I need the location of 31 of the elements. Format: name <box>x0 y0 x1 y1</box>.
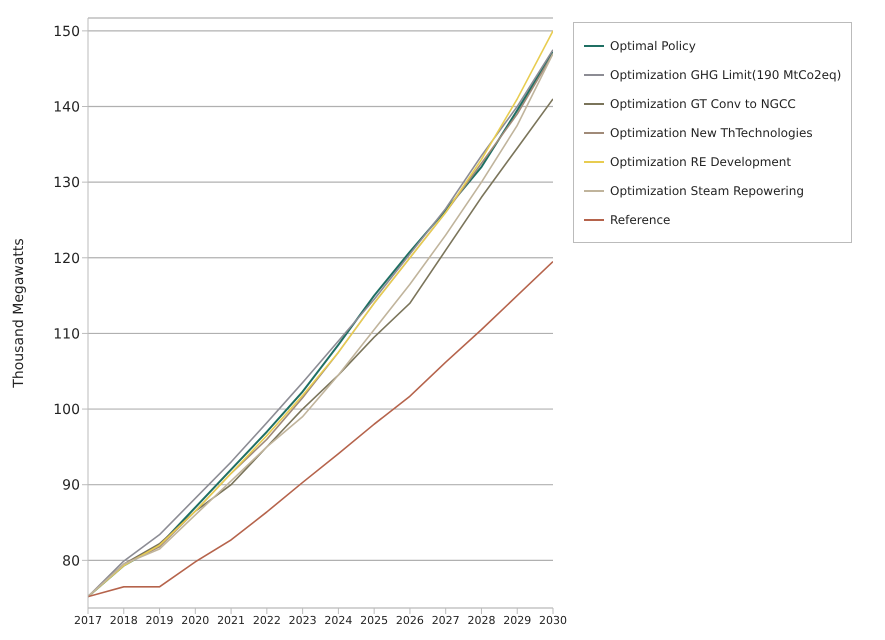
y-tick-label: 140 <box>53 99 80 116</box>
y-tick-label: 110 <box>53 326 80 342</box>
y-axis-title: Thousand Megawatts <box>10 238 27 389</box>
x-tick-label: 2026 <box>396 614 424 627</box>
y-tick-label: 100 <box>53 402 80 418</box>
legend-label: Optimization RE Development <box>610 154 792 168</box>
x-tick-label: 2024 <box>324 614 352 627</box>
x-tick-label: 2017 <box>74 614 102 627</box>
legend-label: Reference <box>610 212 670 226</box>
line-series <box>88 260 553 598</box>
x-tick-label: 2030 <box>539 614 567 627</box>
x-tick-label: 2021 <box>217 614 246 627</box>
legend-label: Optimization Steam Repowering <box>610 184 804 198</box>
y-tick-label: 150 <box>53 24 80 40</box>
x-tick-label: 2025 <box>360 614 388 627</box>
y-tick-label: 130 <box>53 175 80 192</box>
legend-label: Optimal Policy <box>610 38 696 52</box>
legend-label: Optimization GHG Limit(190 MtCo2eq) <box>610 68 842 82</box>
legend-label: Optimization New ThTechnologies <box>610 126 813 140</box>
y-tick-label: 120 <box>53 250 80 267</box>
x-tick-label: 2022 <box>252 614 281 627</box>
y-tick-label: 90 <box>62 478 80 494</box>
x-tick-label: 2027 <box>432 614 460 627</box>
x-tick-label: 2023 <box>288 614 317 627</box>
y-tick-label: 80 <box>62 553 80 570</box>
legend-label: Optimization GT Conv to NGCC <box>610 96 796 110</box>
x-tick-label: 2028 <box>467 614 496 627</box>
x-tick-label: 2029 <box>503 614 532 627</box>
x-tick-label: 2020 <box>181 614 210 627</box>
x-tick-label: 2018 <box>110 614 138 627</box>
x-tick-label: 2019 <box>146 614 174 627</box>
